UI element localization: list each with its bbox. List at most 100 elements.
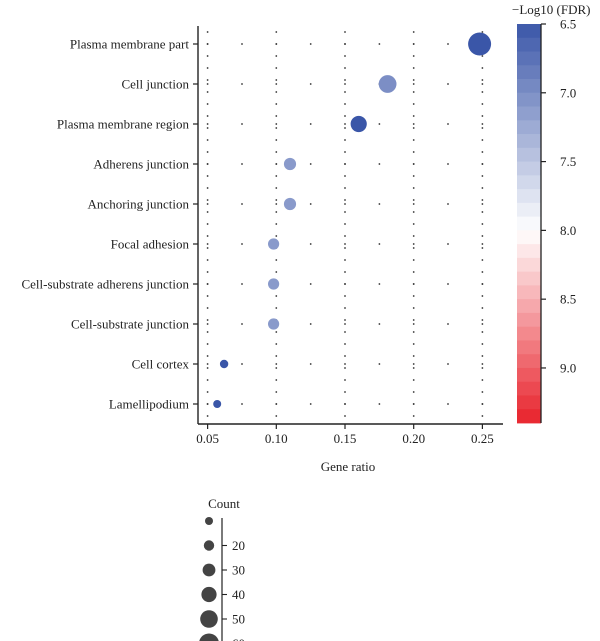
grid-dot (481, 31, 484, 33)
colorbar-swatch (517, 257, 541, 273)
grid-dot (412, 175, 415, 177)
grid-dot (275, 211, 278, 213)
colorbar-tick-label: 7.0 (560, 85, 576, 100)
plot-background (198, 26, 503, 424)
size-legend-circle (200, 610, 218, 628)
colorbar-tick-label: 8.0 (560, 223, 576, 238)
data-point (268, 318, 280, 330)
grid-dot (344, 403, 346, 405)
data-point (268, 278, 280, 290)
grid-dot (275, 127, 278, 129)
grid-dot (481, 67, 484, 69)
grid-dot (344, 67, 346, 69)
grid-dot (481, 307, 484, 309)
grid-dot (447, 203, 449, 205)
grid-dot (206, 235, 209, 237)
grid-dot (378, 403, 381, 405)
y-tick-label: Cell-substrate junction (71, 317, 190, 332)
grid-dot (447, 243, 449, 245)
grid-dot (344, 271, 346, 273)
grid-dot (412, 247, 415, 249)
grid-dot (481, 83, 484, 85)
grid-dot (412, 67, 415, 69)
grid-dot (481, 91, 484, 93)
grid-dot (275, 391, 278, 393)
grid-dot (206, 123, 209, 125)
grid-dot (275, 151, 278, 153)
grid-dot (275, 139, 278, 141)
x-tick-label: 0.15 (334, 431, 357, 446)
grid-dot (447, 283, 449, 285)
grid-dot (344, 259, 346, 261)
grid-dot (275, 91, 278, 93)
data-point (219, 359, 229, 369)
grid-dot (275, 295, 278, 297)
grid-dot (344, 243, 346, 245)
y-tick-label: Cell cortex (132, 357, 190, 372)
data-point (283, 157, 297, 171)
colorbar-swatch (517, 120, 541, 135)
grid-dot (412, 91, 415, 93)
grid-dot (447, 163, 449, 165)
grid-dot (378, 283, 381, 285)
x-tick-label: 0.10 (265, 431, 288, 446)
colorbar-swatch (517, 354, 541, 369)
grid-dot (275, 115, 278, 117)
grid-dot (412, 55, 415, 57)
grid-dot (412, 323, 415, 325)
grid-dot (481, 187, 484, 189)
grid-dot (378, 123, 381, 125)
grid-dot (412, 243, 415, 245)
y-axis: Plasma membrane part Cell junction Plasma … (21, 26, 199, 424)
grid-dot (344, 355, 346, 357)
grid-dot (412, 199, 415, 201)
grid-dot (206, 363, 209, 365)
grid-dot (344, 187, 346, 189)
grid-dot (378, 203, 381, 205)
grid-dot (309, 403, 312, 405)
grid-dot (412, 139, 415, 141)
grid-dot (206, 259, 209, 261)
grid-dot (275, 55, 278, 57)
grid-dot (481, 331, 484, 333)
y-tick-label: Plasma membrane part (70, 37, 190, 52)
grid-dot (206, 103, 209, 105)
grid-dot (275, 187, 278, 189)
grid-dot (378, 163, 381, 165)
grid-dot (275, 367, 278, 369)
grid-dot (412, 367, 415, 369)
colorbar-swatch (517, 161, 541, 176)
y-tick-label: Plasma membrane region (57, 117, 190, 132)
grid-dot (344, 211, 346, 213)
grid-dot (481, 343, 484, 345)
grid-dot (206, 67, 209, 69)
size-legend-circle (203, 540, 215, 551)
data-points (213, 32, 492, 408)
grid-dot (344, 115, 346, 117)
grid-dot (481, 123, 484, 125)
grid-dot (412, 127, 415, 129)
grid-dot (206, 355, 209, 357)
grid-dot (481, 243, 484, 245)
grid-dots (206, 31, 484, 417)
size-legend: 20 30 40 50 60 (199, 517, 245, 641)
grid-dot (206, 323, 209, 325)
colorbar-swatch (517, 175, 541, 190)
grid-dot (378, 363, 381, 365)
grid-dot (481, 283, 484, 285)
grid-dot (344, 391, 346, 393)
grid-dot (412, 223, 415, 225)
grid-dot (241, 323, 243, 325)
grid-dot (412, 379, 415, 381)
grid-dot (206, 115, 209, 117)
grid-dot (481, 319, 484, 321)
grid-dot (481, 211, 484, 213)
colorbar-swatch (517, 189, 541, 204)
grid-dot (481, 127, 484, 129)
grid-dot (481, 247, 484, 249)
size-legend-label: 40 (232, 587, 245, 602)
grid-dot (481, 151, 484, 153)
colorbar-swatch (517, 51, 541, 66)
colorbar-swatch (517, 216, 541, 231)
colorbar-swatch (517, 395, 541, 410)
